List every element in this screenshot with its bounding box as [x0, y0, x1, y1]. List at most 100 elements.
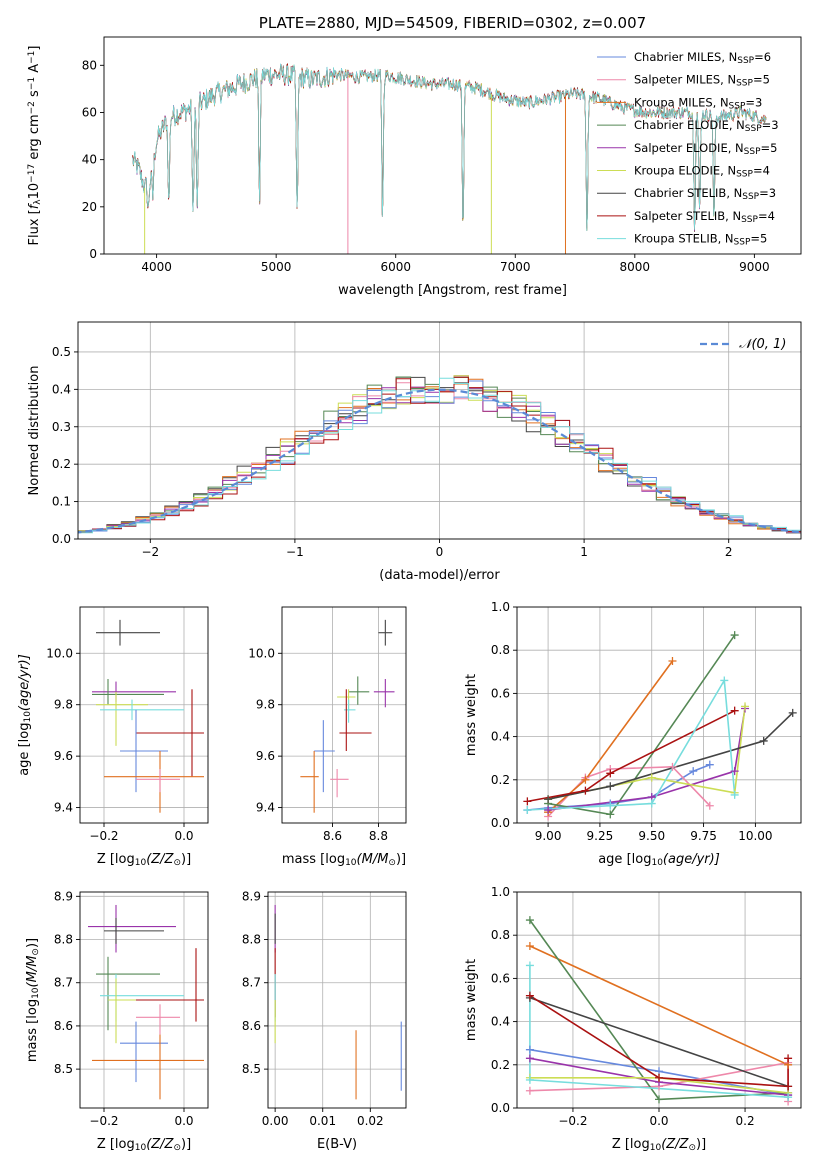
y-tick-label: 0.0: [491, 1101, 510, 1115]
x-axis-label: wavelength [Angstrom, rest frame]: [338, 283, 567, 298]
label-part: ⊙: [688, 1143, 696, 1153]
label-part: Chabrier STELIB, N: [634, 186, 742, 200]
y-tick-label: 0.6: [491, 971, 510, 985]
label-part: =4: [758, 209, 775, 223]
label-part: ]: [27, 46, 42, 51]
y-tick-label: 0.4: [52, 382, 71, 396]
series-line: [547, 712, 794, 800]
x-tick-label: 8.6: [323, 829, 342, 843]
label-part: ⊙: [31, 948, 41, 956]
label-part: )]: [696, 1137, 706, 1152]
y-tick-label: 0.4: [491, 730, 510, 744]
axes-frame: [79, 606, 209, 824]
x-tick-label: 0.2: [736, 1114, 755, 1128]
label-part: f: [27, 202, 42, 209]
x-axis-label: (data-model)/error: [379, 568, 500, 583]
series-marker: [784, 1093, 793, 1102]
series-marker: [730, 706, 739, 715]
legend-entry: Chabrier MILES, NSSP=6: [634, 50, 771, 66]
label-part: λ: [33, 199, 43, 205]
x-tick-label: 8.8: [369, 829, 388, 843]
label-part: ⊙: [173, 858, 181, 868]
legend-entry: Kroupa MILES, NSSP=3: [634, 95, 762, 111]
y-tick-label: 9.4: [54, 801, 73, 815]
label-part: 10: [345, 858, 357, 868]
series-marker: [655, 1073, 663, 1082]
series-marker: [581, 775, 590, 784]
x-tick-label: 7000: [500, 260, 531, 274]
series-marker: [647, 799, 656, 808]
label-part: Kroupa ELODIE, N: [634, 164, 736, 178]
label-part: =5: [753, 73, 770, 87]
label-part: 10: [31, 987, 41, 999]
y-tick-label: 0.1: [52, 495, 71, 509]
y-tick-label: 10.0: [248, 646, 275, 660]
x-tick-label: 1: [580, 545, 588, 559]
x-axis-label: Z [log10(Z/Z⊙)]: [97, 1137, 191, 1153]
series-marker: [525, 1075, 534, 1084]
x-tick-label: 9.25: [587, 829, 614, 843]
label-part: SSP: [744, 147, 761, 157]
series-marker: [720, 676, 729, 685]
label-part: −1: [27, 51, 37, 64]
label-part: −17: [27, 164, 37, 183]
y-tick-label: 9.6: [256, 749, 275, 763]
y-axis-label: mass [log10(M/M⊙)]: [25, 938, 41, 1062]
axes-spectrum: 4000 5000 6000 7000 8000 9000 0 20 40 60 80: [82, 36, 802, 274]
x-tick-label: 0: [436, 545, 444, 559]
y-tick-label: 0.4: [491, 1015, 510, 1029]
y-tick-label: 0.6: [491, 686, 510, 700]
y-tick-label: 9.8: [256, 698, 275, 712]
label-part: =3: [762, 118, 779, 132]
y-tick-label: 8.9: [54, 889, 73, 903]
series-line: [527, 709, 736, 803]
y-tick-label: 60: [82, 105, 97, 119]
axes-age-vs-Z: −0.2 0.0 9.4 9.6 9.8 10.0: [46, 606, 209, 843]
series-marker: [647, 773, 656, 782]
series-marker: [788, 708, 797, 717]
axes-frame: [79, 891, 209, 1109]
x-tick-label: −0.2: [89, 1114, 118, 1128]
label-part: Chabrier MILES, N: [634, 50, 737, 64]
plot-area: [282, 607, 406, 823]
label-part: 10: [27, 183, 42, 200]
label-part: 10: [135, 858, 147, 868]
axes-mass-vs-ebv: 0.00 0.01 0.02 8.5 8.6 8.7 8.8 8.9: [242, 889, 407, 1128]
x-tick-label: −1: [286, 545, 304, 559]
label-part: Chabrier ELODIE, N: [634, 118, 745, 132]
series-marker: [525, 1086, 534, 1095]
label-part: ⊙: [388, 858, 396, 868]
x-tick-label: −2: [141, 545, 159, 559]
y-tick-label: 10.0: [46, 646, 73, 660]
label-part: mass [log: [282, 852, 345, 867]
label-part: SSP: [741, 215, 758, 225]
page-title: PLATE=2880, MJD=54509, FIBERID=0302, z=0…: [259, 14, 646, 32]
label-part: (age/yr)]: [17, 654, 32, 711]
label-part: Salpeter ELODIE, N: [634, 141, 744, 155]
series-line: [529, 945, 789, 1066]
label-part: Kroupa STELIB, N: [634, 232, 734, 246]
series-marker: [525, 916, 534, 925]
series-marker: [525, 1054, 534, 1063]
x-tick-label: 5000: [261, 260, 292, 274]
plot-area: [80, 607, 208, 823]
axes-frame: [281, 606, 407, 824]
label-part: (Z/Z: [661, 1137, 689, 1152]
series-marker: [655, 1095, 663, 1104]
x-axis-label: Z [log10(Z/Z⊙)]: [612, 1137, 706, 1153]
y-tick-label: 0.0: [491, 816, 510, 830]
series-marker: [525, 961, 534, 970]
x-tick-label: 9.00: [535, 829, 562, 843]
y-axis-label: Normed distribution: [27, 366, 42, 496]
series-marker: [759, 736, 768, 745]
y-tick-label: 8.6: [242, 1019, 261, 1033]
y-tick-label: 8.5: [54, 1062, 73, 1076]
x-tick-label: 2: [725, 545, 733, 559]
plot-area: [80, 892, 208, 1108]
series-marker: [741, 702, 750, 711]
label-part: =3: [759, 186, 776, 200]
legend-entry: Kroupa ELODIE, NSSP=4: [634, 164, 770, 180]
label-part: Z [log: [612, 1137, 650, 1152]
y-tick-label: 0.8: [491, 643, 510, 657]
x-tick-label: 10.00: [738, 829, 772, 843]
